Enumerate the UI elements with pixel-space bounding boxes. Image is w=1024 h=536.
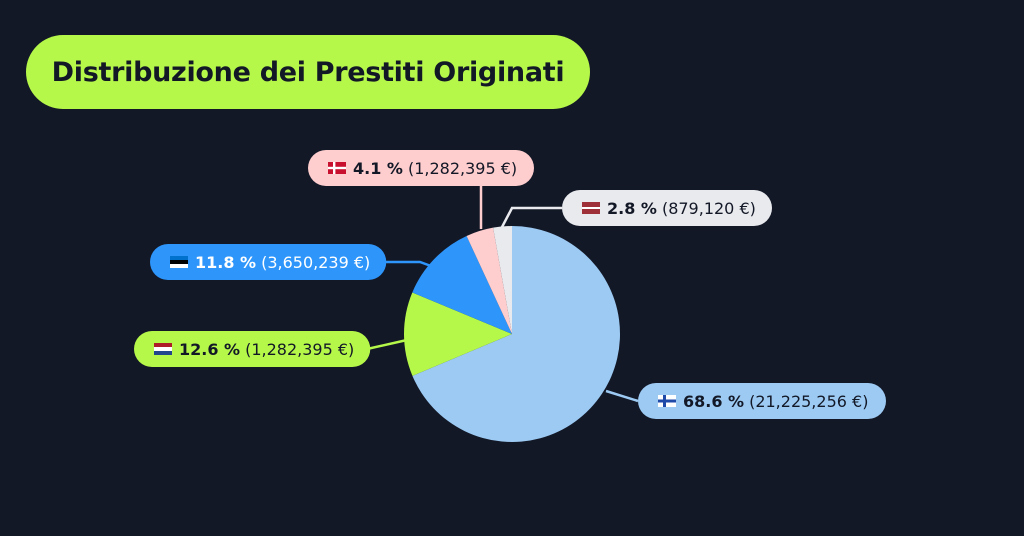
slice-label-text: 68.6 % (21,225,256 €) — [683, 392, 868, 411]
estonia-flag-icon — [170, 256, 188, 268]
slice-percent: 4.1 % — [353, 159, 403, 178]
pie-slice-estonia — [412, 236, 512, 334]
chart-title-pill: Distribuzione dei Prestiti Originati — [26, 35, 590, 109]
slice-amount: (1,282,395 €) — [245, 340, 354, 359]
slice-label-text: 12.6 % (1,282,395 €) — [179, 340, 354, 359]
leader-line-estonia — [384, 260, 432, 268]
denmark-flag-icon — [328, 162, 346, 174]
slice-label-text: 2.8 % (879,120 €) — [607, 199, 756, 218]
slice-percent: 68.6 % — [683, 392, 744, 411]
finland-flag-icon — [658, 395, 676, 407]
slice-label-finland: 68.6 % (21,225,256 €) — [638, 383, 886, 419]
label-pill-latvia — [562, 190, 772, 226]
slice-percent: 12.6 % — [179, 340, 240, 359]
label-pill-finland — [638, 383, 886, 419]
slice-label-latvia: 2.8 % (879,120 €) — [562, 190, 772, 226]
leader-line-finland — [605, 389, 639, 403]
slice-label-netherlands: 12.6 % (1,282,395 €) — [134, 331, 371, 367]
pie-slice-denmark — [466, 227, 512, 334]
label-pill-estonia — [150, 244, 387, 280]
label-pill-netherlands — [134, 331, 371, 367]
slice-amount: (879,120 €) — [662, 199, 756, 218]
slice-amount: (3,650,239 €) — [261, 253, 370, 272]
pie-slice-latvia — [493, 226, 512, 334]
slice-label-estonia: 11.8 % (3,650,239 €) — [150, 244, 387, 280]
slice-label-text: 4.1 % (1,282,395 €) — [353, 159, 517, 178]
chart-title: Distribuzione dei Prestiti Originati — [51, 56, 565, 88]
slice-label-text: 11.8 % (3,650,239 €) — [195, 253, 370, 272]
leader-line-latvia — [499, 206, 562, 230]
slice-percent: 11.8 % — [195, 253, 256, 272]
slice-amount: (21,225,256 €) — [749, 392, 868, 411]
netherlands-flag-icon — [154, 343, 172, 355]
leader-line-netherlands — [366, 338, 408, 351]
label-pill-denmark — [308, 150, 534, 186]
latvia-flag-icon — [582, 202, 600, 214]
slice-amount: (1,282,395 €) — [408, 159, 517, 178]
slice-percent: 2.8 % — [607, 199, 657, 218]
slice-label-denmark: 4.1 % (1,282,395 €) — [308, 150, 534, 186]
pie-slice-finland — [412, 226, 621, 443]
pie-slice-netherlands — [403, 292, 512, 376]
